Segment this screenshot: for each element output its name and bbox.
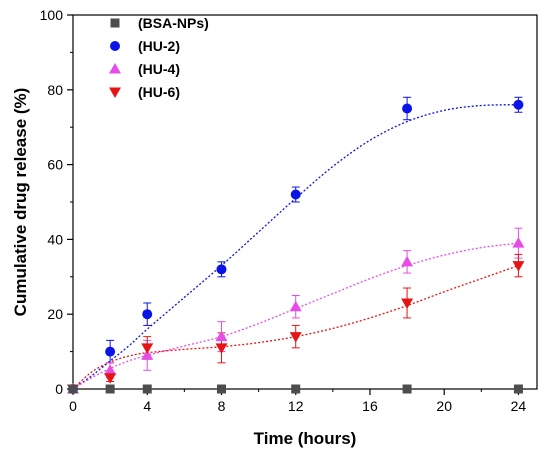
legend-label: (HU-2) — [138, 38, 180, 54]
data-point — [142, 384, 152, 394]
fit-curve-hu-4 — [72, 242, 519, 390]
legend-marker — [109, 63, 121, 74]
data-point — [290, 189, 301, 200]
data-point — [291, 384, 301, 394]
data-point — [104, 373, 117, 384]
data-point — [513, 99, 524, 110]
data-point — [105, 346, 116, 357]
data-point — [513, 384, 523, 394]
data-point — [512, 261, 525, 272]
x-tick-label: 12 — [288, 398, 304, 414]
data-point — [142, 309, 153, 320]
data-point — [68, 384, 78, 394]
y-tick-label: 60 — [47, 157, 63, 173]
data-point — [401, 255, 414, 267]
y-tick-label: 80 — [47, 82, 63, 98]
y-tick-label: 100 — [40, 7, 64, 23]
x-tick-label: 8 — [218, 398, 226, 414]
x-tick-label: 16 — [362, 398, 378, 414]
fit-curves — [72, 104, 519, 390]
fit-curve-hu-2 — [72, 104, 519, 390]
legend-label: (HU-4) — [138, 61, 180, 77]
legend-label: (BSA-NPs) — [138, 15, 209, 31]
legend-marker — [109, 87, 121, 98]
y-tick-label: 20 — [47, 306, 63, 322]
data-point — [402, 384, 412, 394]
data-point — [402, 103, 413, 114]
data-point — [512, 237, 525, 248]
x-tick-label: 4 — [143, 398, 151, 414]
legend-label: (HU-6) — [138, 84, 180, 100]
data-point — [215, 330, 228, 342]
x-tick-label: 24 — [511, 398, 527, 414]
data-point — [141, 349, 154, 360]
data-point — [141, 343, 154, 354]
y-axis-title: Cumulative drug release (%) — [11, 88, 30, 317]
data-point — [215, 343, 228, 354]
fit-curve-hu-6 — [72, 264, 519, 390]
error-bars — [106, 96, 523, 383]
x-axis-title: Time (hours) — [254, 429, 357, 448]
data-point — [216, 384, 226, 394]
data-point — [289, 332, 302, 343]
legend: (BSA-NPs) (HU-2) (HU-4) (HU-6) — [109, 15, 209, 100]
data-points — [67, 99, 525, 395]
y-tick-label: 40 — [47, 231, 63, 247]
y-tick-label: 0 — [55, 381, 63, 397]
data-point — [289, 300, 302, 312]
data-point — [105, 384, 115, 394]
data-point — [401, 298, 414, 309]
data-point — [216, 264, 227, 275]
data-point — [104, 364, 117, 375]
legend-marker — [110, 18, 120, 28]
legend-marker — [110, 41, 120, 51]
x-tick-label: 0 — [69, 398, 77, 414]
x-tick-label: 20 — [436, 398, 452, 414]
